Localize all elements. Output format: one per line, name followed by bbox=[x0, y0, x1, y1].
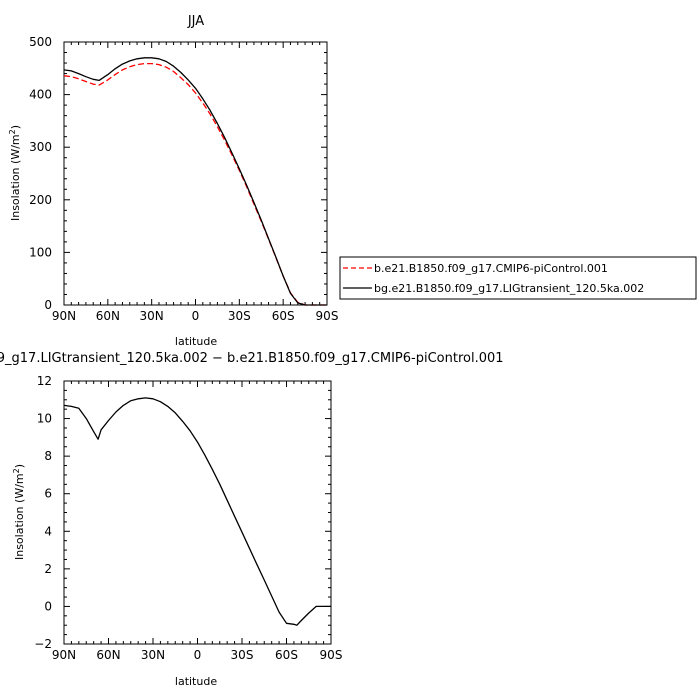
top-x-tick-label: 90N bbox=[52, 309, 76, 323]
bottom-chart: bg.e21.B1850.f09_g17.LIGtransient_120.5k… bbox=[0, 351, 504, 688]
legend-box bbox=[339, 256, 697, 300]
bottom-y-axis-label-main: Insolation (W/m bbox=[13, 473, 26, 560]
bottom-x-tick-label: 90N bbox=[52, 648, 76, 662]
top-x-tick-label: 60N bbox=[96, 309, 120, 323]
bottom-plot-area: 90N 60N 30N 0 30S 60S 90S −2 0 2 4 6 8 10 12 bbox=[34, 374, 342, 662]
bottom-y-axis-label-sup: 2 bbox=[12, 468, 21, 473]
top-x-tick-label: 0 bbox=[192, 309, 200, 323]
bottom-y-tick-label: 8 bbox=[44, 449, 52, 463]
bottom-x-axis-label: latitude bbox=[175, 675, 217, 688]
top-y-axis-label-sup: 2 bbox=[8, 129, 17, 134]
top-x-tick-label: 60S bbox=[272, 309, 295, 323]
top-y-tick-label: 500 bbox=[29, 35, 52, 49]
bottom-x-tick-label: 30N bbox=[141, 648, 165, 662]
top-x-tick-label: 30N bbox=[140, 309, 164, 323]
bottom-series-line-0 bbox=[63, 397, 331, 626]
top-x-axis-label: latitude bbox=[175, 335, 217, 348]
bottom-y-axis-label-end: ) bbox=[13, 464, 26, 468]
bottom-y-tick-label: −2 bbox=[34, 637, 52, 651]
top-series-line-0 bbox=[63, 62, 327, 306]
bottom-y-tick-label: 6 bbox=[44, 487, 52, 501]
top-x-tick-label: 30S bbox=[228, 309, 251, 323]
bottom-plot-frame bbox=[63, 380, 332, 645]
top-y-tick-label: 300 bbox=[29, 140, 52, 154]
bottom-y-axis-label: Insolation (W/m2) bbox=[12, 464, 26, 560]
bottom-chart-title: bg.e21.B1850.f09_g17.LIGtransient_120.5k… bbox=[0, 351, 504, 366]
top-series-line-1 bbox=[63, 57, 327, 306]
top-x-tick-label: 90S bbox=[316, 309, 339, 323]
top-y-axis-label-main: Insolation (W/m bbox=[9, 134, 22, 221]
bottom-y-tick-label: 12 bbox=[37, 374, 52, 388]
top-chart: JJA 90N 60N 30N 0 30S 60S 90S0100200300400500 … bbox=[8, 14, 697, 348]
bottom-y-tick-label: 0 bbox=[44, 599, 52, 613]
top-y-axis-label: Insolation (W/m2) bbox=[8, 125, 22, 221]
bottom-x-tick-label: 60S bbox=[275, 648, 298, 662]
legend: b.e21.B1850.f09_g17.CMIP6-piControl.001 … bbox=[339, 256, 697, 300]
top-y-tick-label: 100 bbox=[29, 245, 52, 259]
top-y-tick-label: 200 bbox=[29, 193, 52, 207]
legend-label-piControl: b.e21.B1850.f09_g17.CMIP6-piControl.001 bbox=[374, 262, 608, 275]
top-plot-frame bbox=[63, 41, 328, 306]
bottom-y-tick-label: 2 bbox=[44, 562, 52, 576]
top-y-tick-label: 0 bbox=[44, 298, 52, 312]
top-chart-title: JJA bbox=[187, 14, 204, 29]
top-y-tick-label: 400 bbox=[29, 88, 52, 102]
bottom-x-tick-label: 0 bbox=[194, 648, 202, 662]
legend-label-LIGtransient: bg.e21.B1850.f09_g17.LIGtransient_120.5k… bbox=[374, 282, 644, 295]
bottom-x-tick-label: 90S bbox=[320, 648, 343, 662]
top-plot-area: 90N 60N 30N 0 30S 60S 90S 0 100 200 300 400 500 bbox=[29, 35, 338, 323]
bottom-y-tick-label: 10 bbox=[37, 412, 52, 426]
bottom-x-tick-label: 60N bbox=[96, 648, 120, 662]
bottom-x-tick-label: 30S bbox=[231, 648, 254, 662]
bottom-y-tick-label: 4 bbox=[44, 524, 52, 538]
top-y-axis-label-end: ) bbox=[9, 125, 22, 129]
